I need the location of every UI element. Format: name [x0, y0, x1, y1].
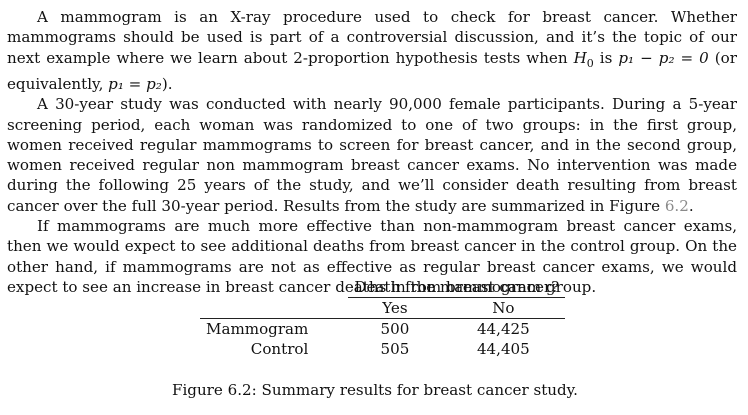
table-corner-cell	[200, 277, 348, 298]
cell-mammogram-yes: 500	[348, 318, 442, 339]
figure-caption: Figure 6.2: Summary results for breast c…	[172, 381, 578, 399]
paragraph-study: A 30-year study was conducted with nearl…	[7, 94, 737, 216]
cell-mammogram-no: 44,425	[441, 318, 566, 339]
row-label-control: Control	[250, 340, 309, 358]
study-end: .	[688, 196, 694, 215]
document-body: A mammogram is an X-ray procedure used t…	[7, 7, 737, 297]
table-row: Mammogram 500 44,425	[200, 318, 566, 339]
spanning-header: Death from breast cancer?	[348, 277, 566, 298]
cell-control-yes: 505	[380, 340, 410, 358]
table-column-header-row: Yes No	[200, 297, 566, 319]
intro-end: ).	[161, 74, 173, 93]
column-header-yes: Yes	[348, 297, 442, 319]
equivalently-text: (or equivalently,	[7, 48, 737, 93]
equation-equal: p₁ = p₂	[108, 74, 162, 93]
is-text: is	[593, 48, 619, 67]
row-label-mammogram: Mammogram	[200, 318, 349, 339]
results-table: Death from breast cancer? Yes No Mammogr…	[200, 277, 566, 359]
paragraph-expectation: If mammograms are much more effective th…	[7, 216, 737, 296]
null-hypothesis-symbol: H0	[573, 48, 594, 70]
study-text: A 30-year study was conducted with nearl…	[7, 95, 737, 215]
table-spanning-header-row: Death from breast cancer?	[200, 277, 566, 298]
results-table-container: Death from breast cancer? Yes No Mammogr…	[200, 277, 566, 359]
intro-text: A mammogram is an X-ray procedure used t…	[7, 8, 737, 67]
column-header-no: No	[441, 297, 566, 319]
equation-difference: p₁ − p₂ = 0	[618, 48, 709, 67]
cell-control-no: 44,405	[476, 340, 530, 358]
figure-reference-link[interactable]: 6.2	[664, 196, 689, 215]
table-corner-cell-2	[200, 298, 348, 319]
table-row: Control 505 44,405	[200, 339, 565, 359]
paragraph-intro: A mammogram is an X-ray procedure used t…	[7, 7, 737, 94]
